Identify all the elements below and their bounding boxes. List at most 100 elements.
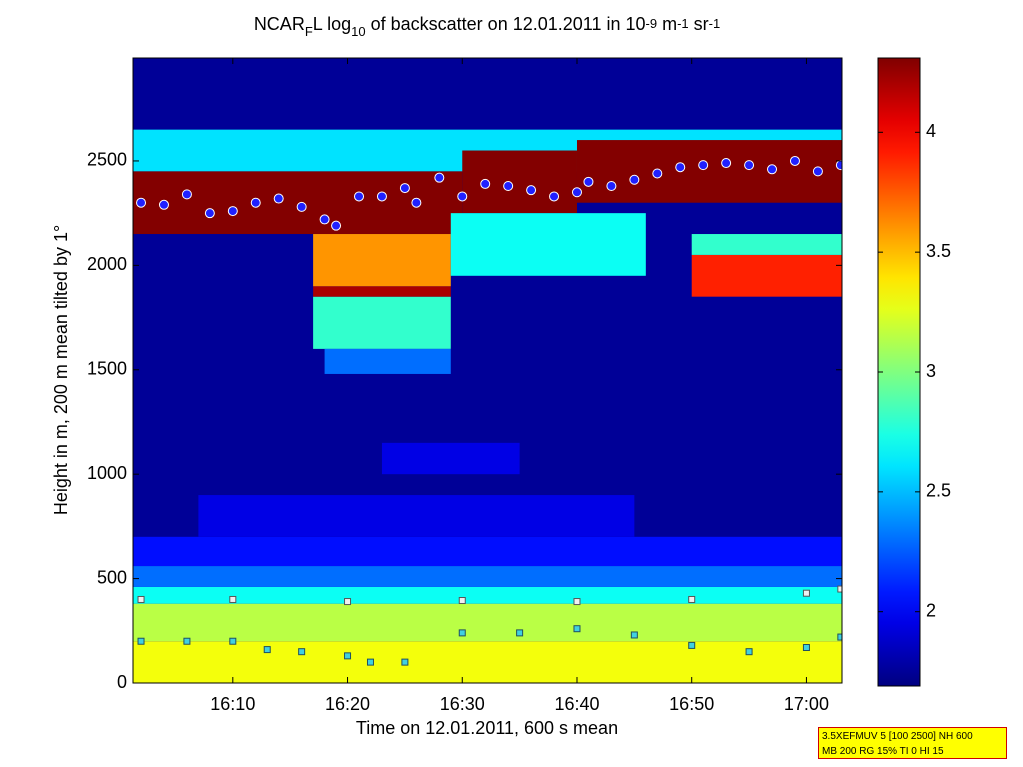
layer-marker <box>721 158 732 169</box>
heat-cell <box>691 234 842 255</box>
heat-cell <box>133 603 842 642</box>
title-part: -1 <box>677 16 689 31</box>
layer-marker <box>137 637 145 645</box>
heat-cell <box>313 296 451 349</box>
layer-marker <box>744 160 755 171</box>
layer-marker <box>549 191 560 202</box>
chart-title: NCARFL log10 of backscatter on 12.01.201… <box>254 14 720 39</box>
info-box: 3.5XEFMUV 5 [100 2500] NH 600 MB 200 RG … <box>818 727 1007 759</box>
layer-marker <box>137 595 145 603</box>
colorbar-tick-label: 2 <box>926 600 936 620</box>
layer-marker <box>298 648 306 656</box>
y-tick-label: 1000 <box>87 463 127 483</box>
layer-marker <box>331 220 342 231</box>
heat-cell <box>381 442 520 475</box>
layer-marker <box>745 648 753 656</box>
colorbar-tick-label: 3 <box>926 361 936 381</box>
title-part: -1 <box>709 16 721 31</box>
layer-marker <box>434 172 445 183</box>
colorbar-tick-label: 4 <box>926 121 936 141</box>
layer-marker <box>629 174 640 185</box>
title-part: L log <box>313 14 351 34</box>
layer-marker <box>503 181 514 192</box>
layer-marker <box>229 637 237 645</box>
layer-marker <box>526 185 537 196</box>
layer-marker <box>411 197 422 208</box>
layer-marker <box>344 652 352 660</box>
info-line: MB 200 RG 15% TI 0 HI 15 <box>822 746 944 757</box>
x-tick-label: 16:40 <box>554 694 599 714</box>
layer-marker <box>458 597 466 605</box>
layer-marker <box>573 625 581 633</box>
layer-marker <box>401 658 409 666</box>
layer-marker <box>688 641 696 649</box>
layer-marker <box>183 637 191 645</box>
layer-marker <box>698 160 709 171</box>
colorbar <box>877 57 921 687</box>
heat-cell <box>133 641 842 683</box>
layer-marker <box>688 595 696 603</box>
layer-marker <box>675 162 686 173</box>
layer-marker <box>516 629 524 637</box>
layer-marker <box>630 631 638 639</box>
layer-marker <box>273 193 284 204</box>
layer-marker <box>366 658 374 666</box>
layer-marker <box>837 585 842 593</box>
heat-cell <box>576 140 842 203</box>
layer-marker <box>812 166 823 177</box>
y-tick-label: 2500 <box>87 150 127 170</box>
title-part: F <box>305 24 313 39</box>
x-tick-label: 16:20 <box>325 694 370 714</box>
title-part: -9 <box>646 16 658 31</box>
layer-marker <box>136 197 147 208</box>
layer-marker <box>376 191 387 202</box>
layer-marker <box>767 164 778 175</box>
layer-marker <box>344 598 352 606</box>
colorbar-tick-label: 2.5 <box>926 481 951 501</box>
x-tick-label: 16:10 <box>210 694 255 714</box>
layer-marker <box>789 155 800 166</box>
title-part: 10 <box>351 24 365 39</box>
layer-marker <box>263 646 271 654</box>
layer-marker <box>480 178 491 189</box>
x-tick-label: 16:30 <box>440 694 485 714</box>
layer-marker <box>227 206 238 217</box>
layer-marker <box>837 633 842 641</box>
layer-marker <box>802 644 810 652</box>
layer-marker <box>573 598 581 606</box>
layer-marker <box>181 189 192 200</box>
layer-marker <box>835 160 842 171</box>
layer-marker <box>319 214 330 225</box>
info-line: 3.5XEFMUV 5 [100 2500] NH 600 <box>822 731 973 742</box>
y-axis-label: Height in m, 200 m mean tilted by 1° <box>51 225 71 515</box>
layer-marker <box>296 201 307 212</box>
layer-marker <box>354 191 365 202</box>
layer-marker <box>583 176 594 187</box>
heat-cell <box>133 566 842 587</box>
heat-cell <box>313 286 451 297</box>
layer-marker <box>204 208 215 219</box>
layer-marker <box>606 181 617 192</box>
title-part: NCAR <box>254 14 305 34</box>
x-axis-label: Time on 12.01.2011, 600 s mean <box>356 718 618 738</box>
colorbar-tick-label: 3.5 <box>926 241 951 261</box>
heat-cell <box>324 348 451 374</box>
x-tick-label: 16:50 <box>669 694 714 714</box>
title-part: m <box>657 14 677 34</box>
heat-cell <box>462 150 577 214</box>
layer-marker <box>802 589 810 597</box>
heat-cell <box>450 213 646 276</box>
y-tick-label: 500 <box>97 567 127 587</box>
layer-marker <box>250 197 261 208</box>
title-part: of backscatter on 12.01.2011 in 10 <box>366 14 646 34</box>
layer-marker <box>458 629 466 637</box>
heat-cell <box>313 234 451 287</box>
layer-marker <box>229 595 237 603</box>
plot-frame <box>132 57 843 684</box>
layer-marker <box>399 183 410 194</box>
heat-cell <box>133 586 842 604</box>
layer-marker <box>652 168 663 179</box>
x-tick-label: 17:00 <box>784 694 829 714</box>
